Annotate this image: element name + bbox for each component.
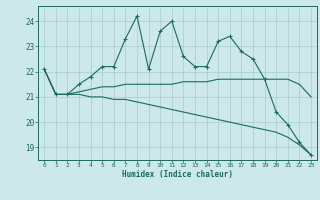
X-axis label: Humidex (Indice chaleur): Humidex (Indice chaleur) [122, 170, 233, 179]
